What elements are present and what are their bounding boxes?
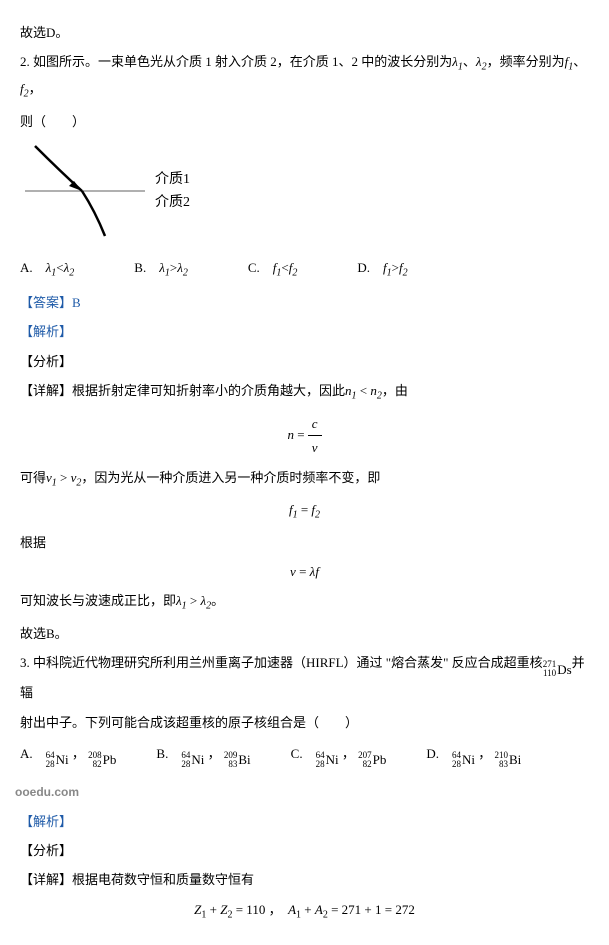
q3-option-c: C. 6428Ni ， 20782Pb (291, 742, 387, 772)
medium1-label: 介质1 (155, 171, 190, 187)
q3-option-b: B. 6428Ni ， 20983Bi (156, 742, 250, 772)
ds-nuclide: 271110Ds (543, 658, 572, 681)
q2-analysis-label: 【解析】 (20, 320, 589, 343)
q2-detail3: 根据 (20, 531, 589, 554)
answer-label: 【答案】 (20, 295, 72, 310)
q3-stem-c: 射出中子。下列可能合成该超重核的原子核组合是（ ） (20, 711, 589, 734)
q3-option-a: A. 6428Ni ， 20882Pb (20, 742, 116, 772)
medium2-label: 介质2 (155, 194, 190, 210)
q2-conclusion: 故选B。 (20, 622, 589, 645)
q2-fenxi-label: 【分析】 (20, 350, 589, 373)
lambda1: λ1 (452, 54, 463, 69)
detail-label: 【详解】 (20, 383, 72, 398)
q2-answer: 【答案】B (20, 291, 589, 314)
lambda2: λ2 (476, 54, 487, 69)
q2-stem-a: 2. 如图所示。一束单色光从介质 1 射入介质 2，在介质 1、2 中的波长分别… (20, 54, 452, 69)
q3-option-d: D. 6428Ni ， 21083Bi (426, 742, 521, 772)
q2-formula2: f1 = f2 (20, 498, 589, 525)
q3-formula: Z1 + Z2 = 110 ， A1 + A2 = 271 + 1 = 272 (20, 898, 589, 925)
q2-detail1: 【详解】根据折射定律可知折射率小的介质角越大，因此n1 < n2，由 (20, 379, 589, 406)
q2-stem: 2. 如图所示。一束单色光从介质 1 射入介质 2，在介质 1、2 中的波长分别… (20, 50, 589, 103)
detail-label: 【详解】 (20, 872, 72, 887)
q3-stem: 3. 中科院近代物理研究所利用兰州重离子加速器（HIRFL）通过 "熔合蒸发" … (20, 651, 589, 704)
q2-formula3: v = λf (20, 560, 589, 583)
q2-stem-b: ，频率分别为 (487, 54, 565, 69)
refraction-diagram: 介质1 介质2 (20, 141, 589, 248)
q2-formula1: n = cv (20, 412, 589, 460)
watermark: ooedu.com (15, 782, 79, 804)
answer-value: B (72, 295, 81, 310)
f2: f2 (20, 81, 29, 96)
q3-detail1: 【详解】根据电荷数守恒和质量数守恒有 (20, 868, 589, 891)
q2-detail2: 可得v1 > v2，因为光从一种介质进入另一种介质时频率不变，即 (20, 466, 589, 493)
f1: f1 (565, 54, 574, 69)
q2-detail4: 可知波长与波速成正比，即λ1 > λ2。 (20, 589, 589, 616)
q2-stem-d: 则（ ） (20, 110, 589, 133)
q2-option-b: B. λ1>λ2 (134, 256, 188, 283)
q2-options: A. λ1<λ2 B. λ1>λ2 C. f1<f2 D. f1>f2 (20, 256, 589, 283)
q3-options: A. 6428Ni ， 20882Pb B. 6428Ni ， 20983Bi … (20, 742, 589, 772)
q1-conclusion: 故选D。 (20, 21, 589, 44)
q2-option-d: D. f1>f2 (357, 256, 407, 283)
q2-option-a: A. λ1<λ2 (20, 256, 74, 283)
q3-analysis-label: 【解析】 (20, 810, 589, 833)
q2-option-c: C. f1<f2 (248, 256, 298, 283)
q2-stem-c: ， (29, 81, 42, 96)
q3-fenxi-label: 【分析】 (20, 839, 589, 862)
